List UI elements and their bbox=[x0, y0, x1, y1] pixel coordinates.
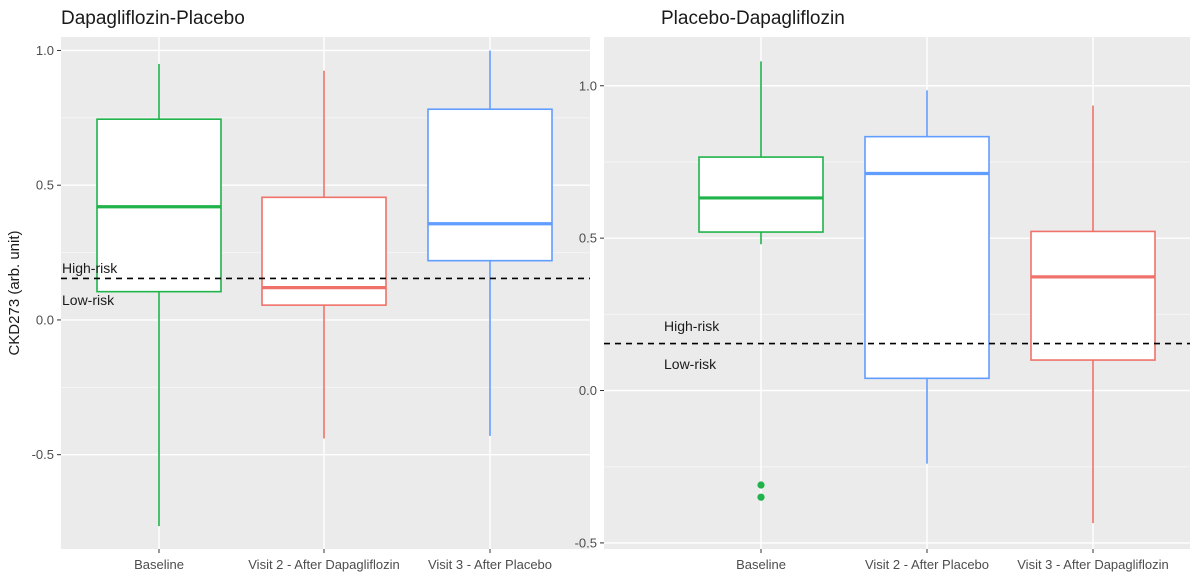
panel-2-title: Placebo-Dapagliflozin bbox=[661, 8, 845, 29]
panel-1-xtick-label: Visit 3 - After Placebo bbox=[428, 557, 552, 572]
panel-2-xtick-label: Baseline bbox=[736, 557, 786, 572]
panel-1-box-2 bbox=[261, 70, 387, 439]
panel-2-ytick-label: 0.0 bbox=[579, 383, 597, 398]
panel-1-box-3-iqr bbox=[427, 108, 553, 262]
panel-1-xtick-label: Visit 2 - After Dapagliflozin bbox=[248, 557, 400, 572]
panel-2-box-2-iqr bbox=[864, 135, 990, 380]
panel-2-box-2 bbox=[864, 90, 990, 464]
panel-1: Dapagliflozin-Placebo -0.5 0.0 0.5 1.0 High-r… bbox=[32, 8, 590, 572]
panel-1-ytick-label: 1.0 bbox=[36, 43, 54, 58]
panel-1-ytick-label: 0.0 bbox=[36, 312, 54, 327]
panel-2-xtick-label: Visit 2 - After Placebo bbox=[865, 557, 989, 572]
panel-2-box-3-iqr bbox=[1030, 230, 1156, 361]
panel-2-xtick-label: Visit 3 - After Dapagliflozin bbox=[1017, 557, 1169, 572]
panel-2-box-1-iqr bbox=[698, 156, 824, 233]
panel-1-high-risk-label: High-risk bbox=[62, 260, 118, 276]
panel-1-box-1 bbox=[96, 63, 222, 527]
panel-2-ytick-label: 1.0 bbox=[579, 78, 597, 93]
panel-2-box-1 bbox=[698, 61, 824, 501]
panel-2-high-risk-label: High-risk bbox=[664, 318, 720, 334]
panel-1-box-3 bbox=[427, 50, 553, 436]
panel-2-ytick-label: -0.5 bbox=[575, 535, 597, 550]
panel-2: Placebo-Dapagliflozin -0.5 0.0 0.5 1.0 High-r… bbox=[575, 8, 1190, 572]
panel-2-box-1-outlier bbox=[757, 481, 765, 489]
y-axis-title: CKD273 (arb. unit) bbox=[6, 230, 23, 355]
panel-1-low-risk-label: Low-risk bbox=[62, 292, 115, 308]
panel-2-ytick-label: 0.5 bbox=[579, 231, 597, 246]
panel-1-ytick-label: 0.5 bbox=[36, 178, 54, 193]
panel-1-title: Dapagliflozin-Placebo bbox=[61, 8, 245, 29]
panel-1-xtick-label: Baseline bbox=[134, 557, 184, 572]
panel-2-box-1-outlier bbox=[757, 493, 765, 501]
panel-1-ytick-label: -0.5 bbox=[32, 447, 54, 462]
panel-2-box-3 bbox=[1030, 105, 1156, 524]
panel-2-low-risk-label: Low-risk bbox=[664, 356, 717, 372]
